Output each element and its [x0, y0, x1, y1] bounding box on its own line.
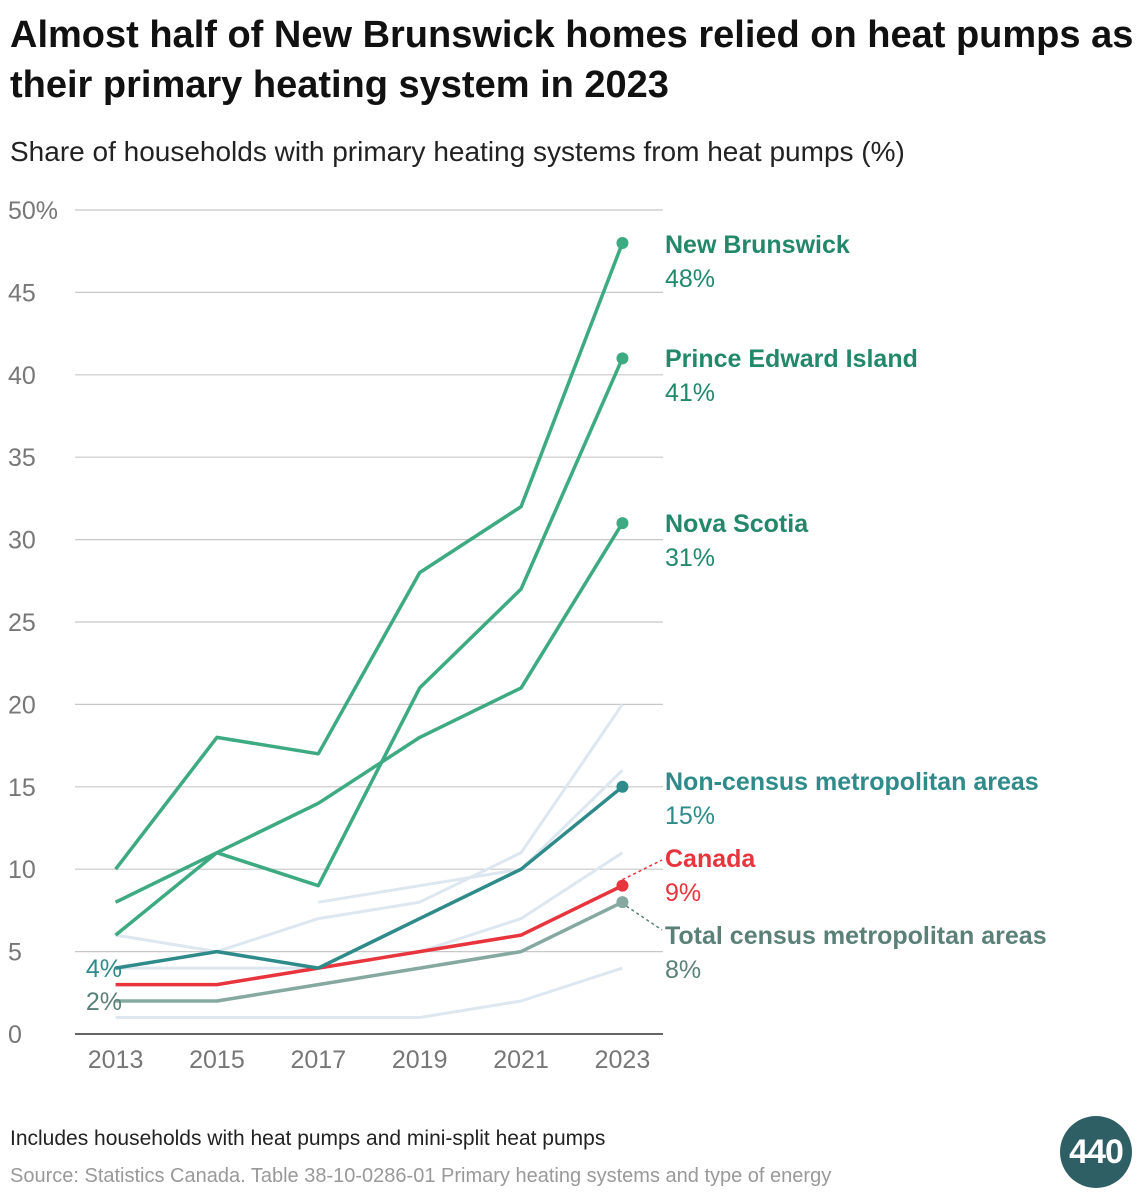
background-line-1 — [318, 769, 624, 904]
series-name-total-census-metropolitan-areas: Total census metropolitan areas — [665, 922, 1047, 950]
endpoint-prince-edward-island — [616, 352, 629, 365]
y-tick-label: 5 — [8, 939, 22, 967]
series-end-value-total-census-metropolitan-areas: 8% — [665, 956, 701, 984]
y-tick-label: 40 — [8, 362, 36, 390]
series-end-value-nova-scotia: 31% — [665, 544, 715, 572]
chart-title: Almost half of New Brunswick homes relie… — [10, 14, 1134, 106]
x-tick-label: 2015 — [189, 1046, 245, 1074]
series-name-canada: Canada — [665, 845, 756, 873]
chart-subtitle: Share of households with primary heating… — [10, 136, 905, 167]
series-labels: New Brunswick 48% Prince Edward Island 41% N… — [86, 231, 1047, 1016]
series-name-non-census-metropolitan-areas: Non-census metropolitan areas — [665, 768, 1039, 796]
endpoint-non-census-metropolitan-areas — [616, 780, 629, 793]
y-tick-label: 0 — [8, 1021, 22, 1049]
endpoint-new-brunswick — [616, 236, 629, 249]
line-new-brunswick — [114, 242, 625, 871]
leader-canada — [622, 859, 663, 881]
line-non-census-metropolitan-areas — [115, 785, 624, 970]
y-tick-label: 35 — [8, 444, 36, 472]
x-tick-label: 2021 — [493, 1046, 549, 1074]
y-tick-label: 45 — [8, 279, 36, 307]
background-series — [115, 703, 624, 1019]
line-prince-edward-island — [114, 357, 625, 937]
line-canada — [115, 884, 624, 987]
x-tick-label: 2013 — [88, 1046, 144, 1074]
y-tick-label: 10 — [8, 856, 36, 884]
background-line-0 — [115, 703, 624, 954]
y-tick-label: 15 — [8, 774, 36, 802]
background-line-3 — [115, 966, 623, 1019]
highlighted-series — [114, 236, 629, 1003]
logo-text: 440 — [1069, 1133, 1124, 1171]
series-end-value-new-brunswick: 48% — [665, 265, 715, 293]
endpoint-canada — [616, 879, 629, 892]
logo-badge[interactable]: 440 — [1060, 1116, 1132, 1188]
grid-lines: 0 5 10 15 20 25 30 35 40 45 50% 2013 2015 2017 2019 202… — [8, 197, 663, 1074]
x-tick-label: 2019 — [392, 1046, 448, 1074]
series-start-value-non-census-metropolitan-areas: 4% — [86, 955, 122, 983]
x-tick-label: 2023 — [595, 1046, 651, 1074]
series-name-nova-scotia: Nova Scotia — [665, 510, 809, 538]
line-total-census-metropolitan-areas — [115, 900, 624, 1003]
chart-source: Source: Statistics Canada. Table 38-10-0… — [10, 1165, 832, 1187]
endpoint-nova-scotia — [616, 517, 629, 530]
series-end-value-prince-edward-island: 41% — [665, 379, 715, 407]
y-tick-label: 50% — [8, 197, 58, 225]
x-tick-label: 2017 — [290, 1046, 346, 1074]
series-end-value-non-census-metropolitan-areas: 15% — [665, 802, 715, 830]
leader-total-cma — [626, 905, 663, 931]
series-end-value-canada: 9% — [665, 879, 701, 907]
y-tick-label: 30 — [8, 527, 36, 555]
endpoint-total-census-metropolitan-areas — [616, 896, 629, 909]
series-start-value-total-census-metropolitan-areas: 2% — [86, 988, 122, 1016]
series-name-new-brunswick: New Brunswick — [665, 231, 850, 259]
y-tick-label: 20 — [8, 691, 36, 719]
series-name-prince-edward-island: Prince Edward Island — [665, 345, 918, 373]
line-chart: 0 5 10 15 20 25 30 35 40 45 50% 2013 2015 2017 2019 202… — [8, 197, 1047, 1074]
y-tick-label: 25 — [8, 609, 36, 637]
chart-note: Includes households with heat pumps and … — [10, 1127, 606, 1150]
line-nova-scotia — [114, 522, 624, 904]
